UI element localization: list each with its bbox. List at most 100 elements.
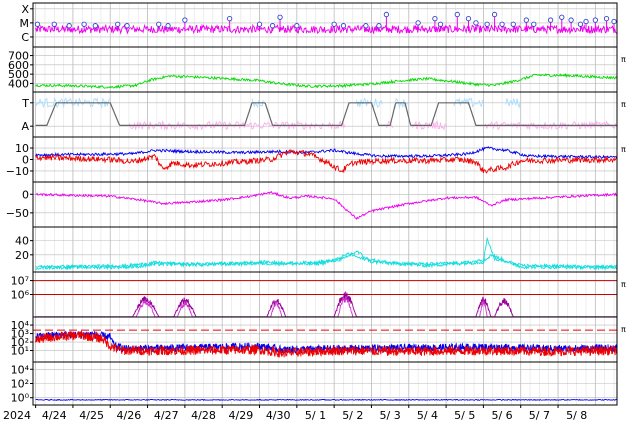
flare-event-marker [34, 21, 41, 27]
flare-event-marker [269, 23, 276, 29]
flare-event-marker [376, 23, 382, 29]
x-tick-label: 4/25 [79, 409, 104, 422]
panel-data [35, 190, 617, 221]
panel-data [35, 146, 617, 174]
y-tick-label: 10² [11, 336, 29, 349]
flare-event-marker [465, 16, 472, 22]
y-tick-label: 10 [15, 142, 29, 155]
y-tick-label: 10⁴ [11, 319, 30, 332]
flare-event-marker [577, 21, 584, 27]
x-tick-label: 4/24 [42, 409, 67, 422]
flare-event-marker [294, 23, 300, 29]
flare-event-marker [510, 21, 516, 27]
x-tick-label: 4/27 [154, 409, 179, 422]
flare-event-marker [256, 21, 263, 27]
y-tick-label: 10³ [11, 328, 29, 341]
y-tick-label: X [21, 3, 29, 16]
panel-data [35, 72, 617, 89]
flare-event-marker [499, 21, 505, 27]
y-tick-label: 10⁴ [11, 363, 30, 376]
series-magnetic-sector-0 [453, 97, 484, 108]
y-tick-label: 10⁶ [11, 289, 30, 302]
y-tick-label: 10⁷ [11, 275, 29, 288]
x-tick-label: 5/ 6 [491, 409, 512, 422]
y-tick-label: 10² [11, 378, 29, 391]
panel-data [35, 96, 617, 131]
flare-event-marker [331, 21, 337, 27]
panel-data [35, 236, 617, 271]
flare-event-marker [547, 17, 554, 23]
flare-event-marker [484, 21, 490, 27]
panel-right-mark: π [621, 145, 626, 154]
x-tick-label: 4/28 [191, 409, 216, 422]
x-tick-label: 4/26 [117, 409, 142, 422]
flare-event-marker [340, 23, 347, 29]
y-tick-label: 10¹ [11, 345, 29, 358]
flare-event-marker [559, 14, 565, 20]
panel-right-mark: π [621, 280, 626, 289]
flare-event-marker [491, 11, 498, 18]
flare-event-marker [437, 21, 444, 27]
flare-event-marker [611, 18, 617, 25]
series-solar-wind-speed-0 [35, 72, 617, 89]
flare-event-marker [182, 17, 188, 23]
series-dst-0 [35, 190, 617, 221]
flare-event-marker [51, 21, 57, 27]
x-tick-label: 5/ 5 [454, 409, 475, 422]
flare-event-marker [568, 17, 574, 23]
flare-event-marker [531, 21, 537, 27]
flare-event-marker [523, 17, 529, 23]
y-tick-label: A [21, 120, 29, 133]
series-hpi-0 [35, 398, 617, 401]
panel-flare: XMC [20, 2, 618, 48]
x-tick-label: 5/ 4 [417, 409, 438, 422]
y-tick-label: 0 [22, 188, 29, 201]
y-tick-label: 40 [15, 235, 29, 248]
y-tick-label: T [21, 97, 29, 110]
y-tick-label: 10⁰ [11, 392, 30, 405]
y-tick-label: 600 [8, 59, 29, 72]
x-tick-label: 5/ 8 [566, 409, 587, 422]
flare-event-marker [383, 11, 390, 18]
flare-event-marker [583, 18, 589, 25]
panel-imf: 100−10 π [6, 136, 626, 183]
series-magnetic-sector-0 [251, 98, 264, 109]
series-flare-0 [35, 23, 617, 35]
x-tick-label: 5/ 1 [305, 409, 326, 422]
series-imf-1 [35, 148, 617, 174]
flare-event-marker [81, 21, 87, 27]
panel-data [35, 398, 617, 401]
series-magnetic-sector-0 [505, 98, 521, 109]
x-tick-label: 5/ 2 [342, 409, 363, 422]
panel-data [35, 330, 617, 358]
x-tick-label: 4/29 [229, 409, 254, 422]
series-magnetic-sector-2 [35, 102, 617, 126]
flare-event-marker [454, 11, 460, 18]
y-tick-label: −50 [6, 207, 29, 220]
series-electron-flux-1 [35, 330, 617, 358]
flare-event-marker [277, 14, 283, 20]
panel-magnetic-sector: TAπ [21, 91, 626, 138]
flare-event-marker [415, 20, 421, 26]
x-tick-label: 4/30 [266, 409, 291, 422]
y-tick-label: 700 [8, 50, 29, 63]
flare-event-marker [115, 21, 121, 27]
y-tick-label: C [21, 31, 29, 44]
panel-right-mark: π [621, 55, 626, 64]
series-magnetic-sector-1 [412, 120, 447, 131]
y-tick-label: M [20, 17, 30, 30]
x-tick-label: 5/ 3 [380, 409, 401, 422]
y-tick-label: 400 [8, 77, 29, 90]
flare-event-marker [92, 23, 98, 29]
flare-event-marker [66, 23, 72, 29]
flare-event-marker [603, 16, 610, 22]
y-tick-label: −10 [6, 165, 29, 178]
series-magnetic-sector-0 [35, 96, 110, 110]
series-imf-0 [35, 146, 617, 160]
flare-event-marker [473, 20, 479, 26]
y-tick-label: 20 [15, 249, 29, 262]
